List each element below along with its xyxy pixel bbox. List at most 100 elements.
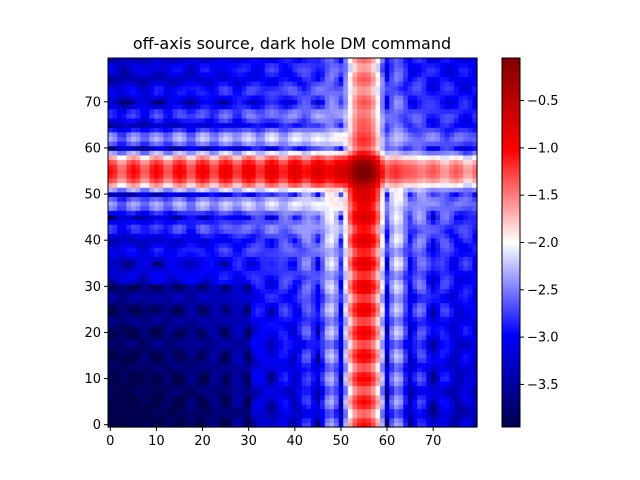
heatmap-cell (375, 187, 381, 193)
heatmap-cell (324, 288, 330, 294)
heatmap-cell (260, 293, 266, 299)
heatmap-cell (389, 210, 395, 216)
heatmap-cell (186, 256, 192, 262)
heatmap-cell (278, 233, 284, 239)
heatmap-cell (232, 196, 238, 202)
heatmap-cell (232, 187, 238, 193)
heatmap-cell (398, 422, 404, 428)
heatmap-cell (306, 394, 312, 400)
heatmap-cell (357, 270, 363, 276)
heatmap-cell (407, 260, 414, 267)
heatmap-cell (283, 284, 289, 290)
heatmap-cell (412, 177, 418, 184)
heatmap-cell (435, 348, 441, 354)
heatmap-cell (334, 348, 340, 354)
heatmap-cell (204, 348, 211, 354)
heatmap-cell (287, 182, 294, 188)
heatmap-cell (209, 270, 215, 276)
heatmap-cell (131, 256, 137, 262)
heatmap-cell (417, 334, 423, 340)
heatmap-cell (329, 242, 335, 248)
heatmap-cell (357, 150, 363, 156)
heatmap-cell (287, 316, 294, 322)
heatmap-cell (278, 284, 284, 290)
heatmap-cell (144, 219, 151, 225)
heatmap-cell (172, 362, 178, 368)
heatmap-cell (301, 141, 307, 147)
heatmap-cell (250, 196, 257, 202)
heatmap-cell (334, 288, 340, 294)
heatmap-cell (329, 219, 335, 225)
heatmap-cell (430, 293, 437, 299)
heatmap-cell (255, 339, 261, 345)
heatmap-cell (375, 376, 381, 382)
heatmap-cell (144, 367, 151, 373)
heatmap-cell (347, 279, 354, 285)
heatmap-cell (292, 141, 298, 147)
heatmap-cell (320, 284, 326, 290)
heatmap-cell (163, 288, 169, 294)
heatmap-cell (135, 293, 141, 299)
heatmap-cell (384, 196, 390, 202)
heatmap-cell (186, 219, 192, 225)
heatmap-cell (347, 307, 354, 313)
heatmap-cell (126, 413, 132, 419)
heatmap-cell (287, 320, 294, 327)
heatmap-cell (426, 362, 432, 368)
heatmap-cell (287, 145, 294, 151)
heatmap-cell (283, 394, 289, 400)
heatmap-cell (260, 376, 266, 382)
heatmap-cell (412, 214, 418, 221)
heatmap-cell (112, 251, 118, 257)
heatmap-cell (181, 182, 188, 188)
heatmap-cell (310, 210, 317, 216)
heatmap-cell (449, 274, 455, 280)
heatmap-cell (172, 177, 178, 184)
heatmap-cell (135, 394, 141, 400)
heatmap-cell (444, 330, 450, 336)
heatmap-cell (297, 270, 303, 276)
heatmap-cell (329, 279, 335, 285)
heatmap-cell (140, 242, 146, 248)
heatmap-cell (144, 408, 151, 414)
heatmap-cell (329, 214, 335, 221)
heatmap-cell (361, 288, 367, 294)
heatmap-cell (121, 205, 128, 211)
heatmap-cell (246, 228, 252, 234)
heatmap-cell (352, 210, 358, 216)
heatmap-cell (237, 348, 243, 354)
heatmap-cell (149, 233, 155, 239)
heatmap-cell (246, 145, 252, 151)
heatmap-cell (393, 334, 400, 340)
heatmap-cell (278, 247, 284, 253)
heatmap-cell (186, 408, 192, 414)
heatmap-cell (417, 390, 423, 396)
heatmap-cell (214, 256, 220, 262)
heatmap-cell (375, 399, 381, 405)
heatmap-cell (255, 343, 261, 350)
heatmap-cell (204, 302, 211, 308)
heatmap-cell (338, 260, 344, 267)
heatmap-cell (131, 265, 137, 271)
heatmap-cell (403, 154, 409, 161)
heatmap-cell (204, 270, 211, 276)
heatmap-cell (384, 168, 390, 174)
heatmap-cell (135, 320, 141, 327)
heatmap-cell (209, 182, 215, 188)
heatmap-cell (292, 390, 298, 396)
heatmap-cell (426, 334, 432, 340)
heatmap-cell (264, 187, 271, 193)
heatmap-cell (195, 177, 201, 184)
heatmap-cell (232, 357, 238, 364)
heatmap-cell (232, 145, 238, 151)
heatmap-cell (315, 247, 321, 253)
heatmap-cell (398, 403, 404, 410)
heatmap-cell (191, 237, 197, 244)
heatmap-cell (117, 334, 123, 340)
heatmap-cell (260, 330, 266, 336)
heatmap-cell (315, 159, 321, 165)
heatmap-cell (131, 141, 137, 147)
heatmap-cell (343, 367, 349, 373)
heatmap-cell (347, 334, 354, 340)
heatmap-cell (237, 376, 243, 382)
